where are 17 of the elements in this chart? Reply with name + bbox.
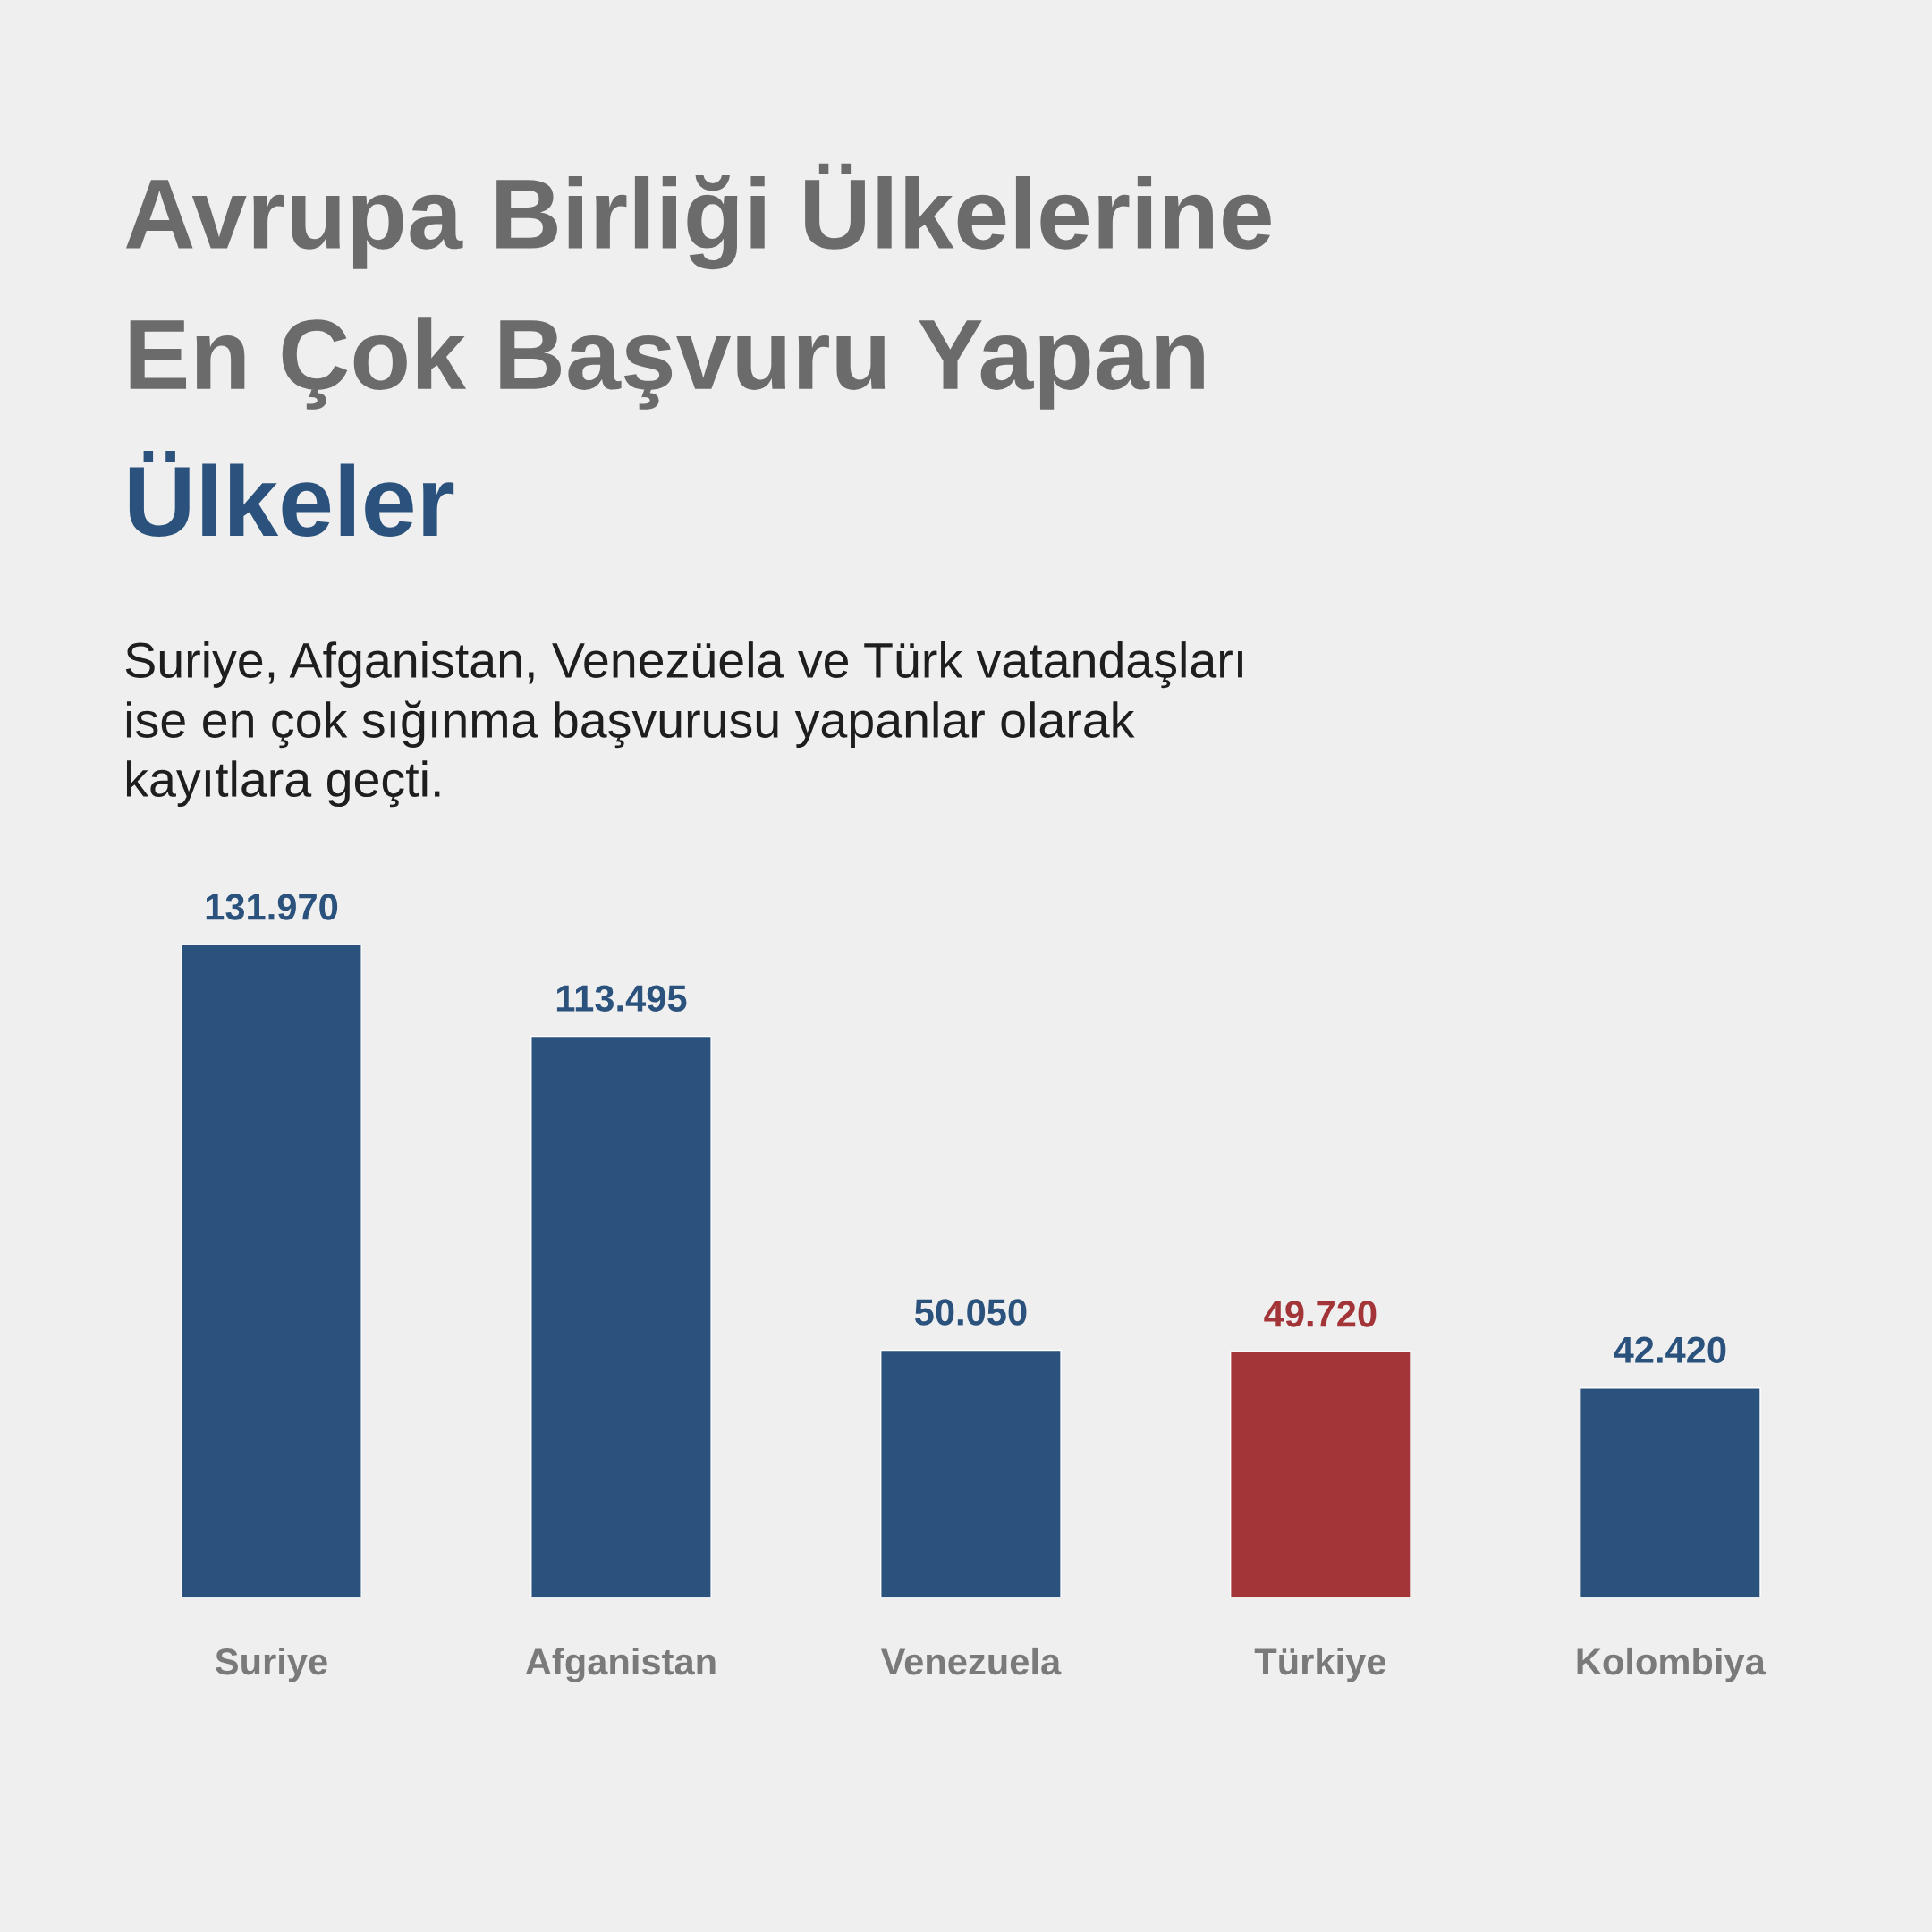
data-label: 113.495 <box>556 985 687 1012</box>
x-tick-label: Venezuela <box>880 1647 1062 1675</box>
data-label: 42.420 <box>1614 1336 1726 1364</box>
data-label: 131.970 <box>206 894 338 920</box>
chart-subtitle: Suriye, Afganistan, Venezüela ve Türk vatandaşları ise en çok sığınma başvurusu yapanlar olarak kayıtlara geçti. <box>125 641 1242 808</box>
chart-title: Avrupa Birliği Ülkelerine En Çok Başvuru Yapan Ülkeler <box>126 163 1271 538</box>
bar <box>1229 1351 1411 1598</box>
x-tick-label: Türkiye <box>1254 1647 1386 1682</box>
data-label: 50.050 <box>914 1299 1027 1326</box>
x-tick-label: Suriye <box>215 1647 327 1682</box>
bar <box>880 1349 1062 1598</box>
bar <box>1579 1386 1761 1598</box>
bar <box>181 944 362 1598</box>
x-tick-label: Afganistan <box>525 1647 716 1682</box>
bar <box>530 1035 712 1598</box>
data-label: 49.720 <box>1264 1301 1377 1327</box>
x-tick-label: Kolombiya <box>1577 1647 1767 1682</box>
